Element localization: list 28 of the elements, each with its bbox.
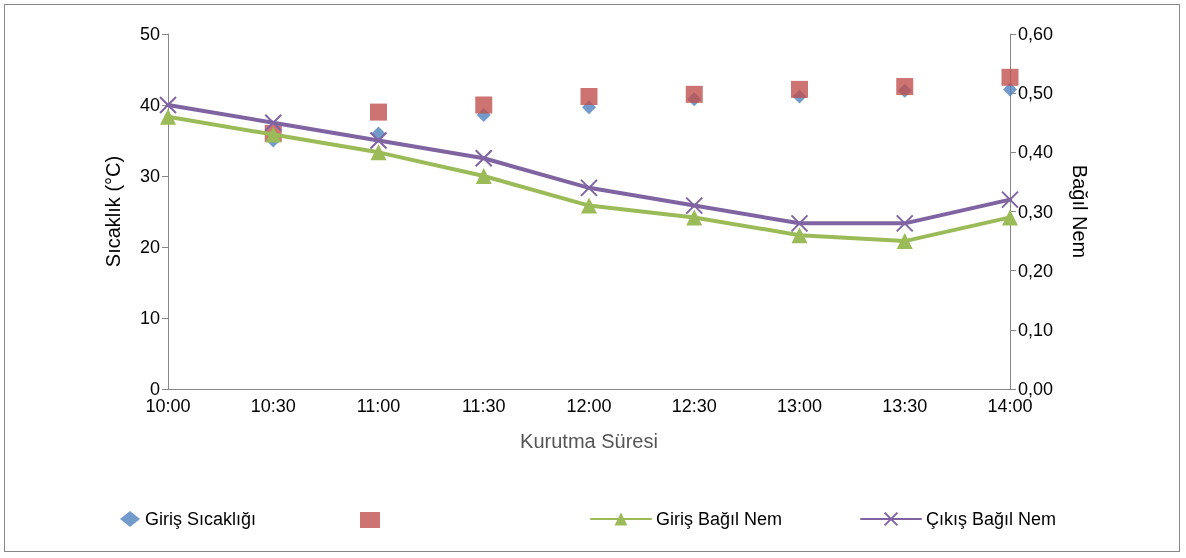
y2-tick-label: 0,10 (1018, 319, 1054, 340)
y-tick-label: 20 (139, 237, 160, 257)
y2-tick-label: 0,50 (1018, 83, 1054, 104)
x-tick-label: 11:00 (356, 396, 401, 416)
x-tick-label: 13:30 (882, 396, 928, 416)
y-tick-label: 40 (139, 95, 160, 115)
x-tick-label: 10:00 (145, 396, 191, 416)
y-axis-title: Sıcaklık (°C) (102, 155, 124, 268)
x-tick-label: 12:30 (671, 396, 717, 416)
y-tick-label: 0 (149, 379, 160, 399)
y2-tick-label: 0,30 (1018, 201, 1054, 222)
x-tick-label: 11:30 (461, 396, 506, 416)
y2-tick-label: 0,20 (1018, 260, 1054, 281)
y-tick-label: 50 (139, 24, 160, 44)
legend-label: Çıkış Bağıl Nem (926, 509, 1057, 529)
x-tick-label: 12:00 (566, 396, 612, 416)
y2-tick-label: 0,00 (1018, 379, 1054, 399)
y2-tick-label: 0,60 (1018, 24, 1054, 44)
x-axis-title: Kurutma Süresi (520, 430, 658, 452)
legend-label: Giriş Bağıl Nem (656, 509, 783, 529)
y-tick-label: 10 (139, 308, 160, 328)
x-tick-label: 14:00 (987, 396, 1033, 416)
x-tick-label: 13:00 (776, 396, 823, 416)
y2-axis-title: Bağıl Nem (1069, 164, 1091, 259)
y-tick-label: 30 (139, 166, 160, 186)
x-tick-label: 10:30 (250, 396, 296, 416)
y2-tick-label: 0,40 (1018, 142, 1054, 163)
legend-label: Giriş Sıcaklığı (145, 509, 257, 529)
